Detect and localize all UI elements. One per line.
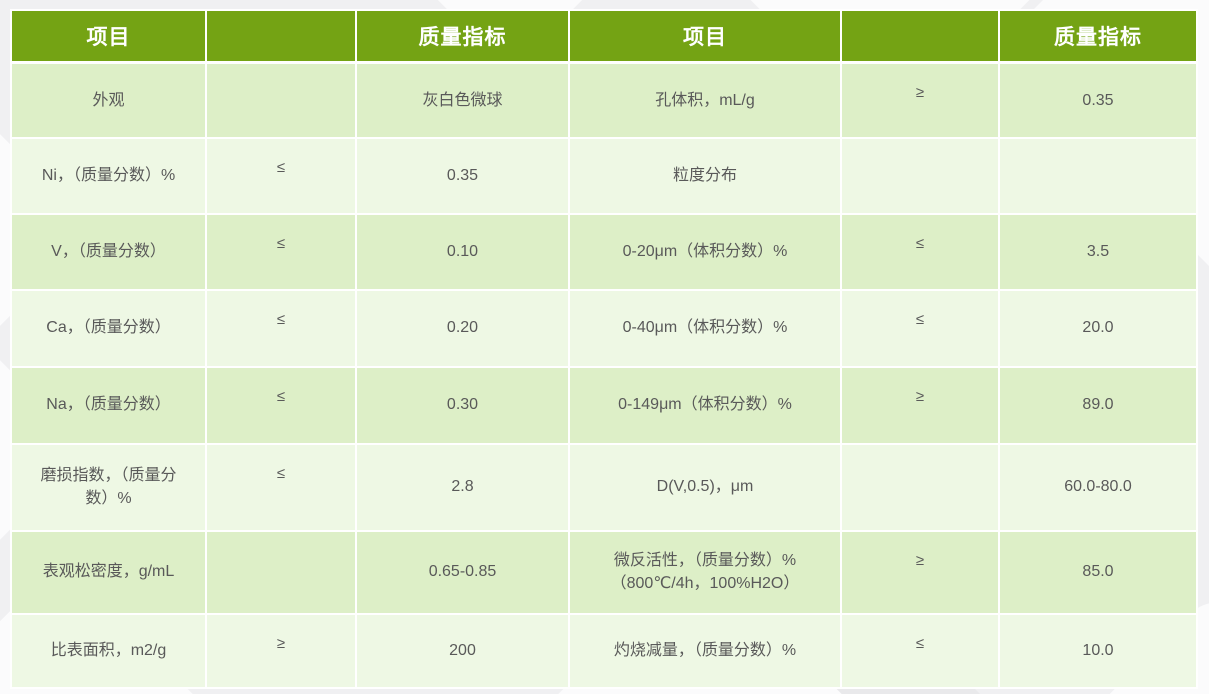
table-row: V，（质量分数） ≤ 0.10 0-20μm（体积分数）% ≤ 3.5	[10, 212, 1198, 291]
cell-item-right: 0-40μm（体积分数）%	[568, 288, 842, 368]
table-row: Ca，（质量分数） ≤ 0.20 0-40μm（体积分数）% ≤ 20.0	[10, 288, 1198, 368]
cell-item-right: 灼烧减量，（质量分数）%	[568, 612, 842, 689]
cell-operator-right	[840, 136, 1000, 215]
header-operator-left	[205, 9, 357, 64]
header-row: 项目 质量指标 项目 质量指标	[10, 9, 1198, 64]
spec-table: 项目 质量指标 项目 质量指标 外观 灰白色微球 孔体积，mL/g ≥ 0.35…	[10, 9, 1198, 689]
table-row: 磨损指数，（质量分数）% ≤ 2.8 D(V,0.5)，μm 60.0-80.0	[10, 442, 1198, 532]
cell-value-right: 10.0	[998, 612, 1198, 689]
cell-item-right: D(V,0.5)，μm	[568, 442, 842, 532]
cell-value-right: 85.0	[998, 529, 1198, 615]
cell-value-right: 0.35	[998, 61, 1198, 139]
cell-item-left: V，（质量分数）	[10, 212, 207, 291]
table-row: 表观松密度，g/mL 0.65-0.85 微反活性，（质量分数）% （800℃/…	[10, 529, 1198, 615]
cell-value-right: 20.0	[998, 288, 1198, 368]
cell-operator-left: ≤	[205, 288, 357, 368]
cell-value-left: 200	[355, 612, 570, 689]
cell-value-left: 0.10	[355, 212, 570, 291]
table-row: 外观 灰白色微球 孔体积，mL/g ≥ 0.35	[10, 61, 1198, 139]
cell-operator-left: ≤	[205, 136, 357, 215]
cell-operator-right: ≥	[840, 529, 1000, 615]
cell-item-left: 表观松密度，g/mL	[10, 529, 207, 615]
header-spec-left: 质量指标	[355, 9, 570, 64]
table-row: 比表面积，m2/g ≥ 200 灼烧减量，（质量分数）% ≤ 10.0	[10, 612, 1198, 689]
cell-item-left: Ni，（质量分数）%	[10, 136, 207, 215]
cell-item-right: 0-149μm（体积分数）%	[568, 365, 842, 445]
cell-operator-left	[205, 61, 357, 139]
cell-item-left: 比表面积，m2/g	[10, 612, 207, 689]
cell-operator-right: ≥	[840, 61, 1000, 139]
cell-operator-left	[205, 529, 357, 615]
header-spec-right: 质量指标	[998, 9, 1198, 64]
cell-item-right: 0-20μm（体积分数）%	[568, 212, 842, 291]
cell-item-right: 孔体积，mL/g	[568, 61, 842, 139]
table-row: Na，（质量分数） ≤ 0.30 0-149μm（体积分数）% ≥ 89.0	[10, 365, 1198, 445]
cell-item-left: Na，（质量分数）	[10, 365, 207, 445]
cell-item-left: 外观	[10, 61, 207, 139]
cell-operator-right	[840, 442, 1000, 532]
cell-value-left: 2.8	[355, 442, 570, 532]
cell-item-right: 微反活性，（质量分数）% （800℃/4h，100%H2O）	[568, 529, 842, 615]
cell-operator-left: ≤	[205, 212, 357, 291]
cell-operator-left: ≥	[205, 612, 357, 689]
header-item-right: 项目	[568, 9, 842, 64]
cell-item-left: Ca，（质量分数）	[10, 288, 207, 368]
cell-value-left: 0.65-0.85	[355, 529, 570, 615]
cell-item-right: 粒度分布	[568, 136, 842, 215]
cell-operator-right: ≤	[840, 612, 1000, 689]
cell-operator-left: ≤	[205, 442, 357, 532]
cell-value-right: 89.0	[998, 365, 1198, 445]
cell-value-right	[998, 136, 1198, 215]
cell-item-left: 磨损指数，（质量分数）%	[10, 442, 207, 532]
cell-value-left: 0.20	[355, 288, 570, 368]
cell-operator-right: ≥	[840, 365, 1000, 445]
header-operator-right	[840, 9, 1000, 64]
cell-operator-right: ≤	[840, 288, 1000, 368]
cell-operator-left: ≤	[205, 365, 357, 445]
cell-value-right: 60.0-80.0	[998, 442, 1198, 532]
cell-value-left: 灰白色微球	[355, 61, 570, 139]
cell-value-right: 3.5	[998, 212, 1198, 291]
cell-operator-right: ≤	[840, 212, 1000, 291]
header-item-left: 项目	[10, 9, 207, 64]
table-row: Ni，（质量分数）% ≤ 0.35 粒度分布	[10, 136, 1198, 215]
cell-value-left: 0.30	[355, 365, 570, 445]
cell-value-left: 0.35	[355, 136, 570, 215]
